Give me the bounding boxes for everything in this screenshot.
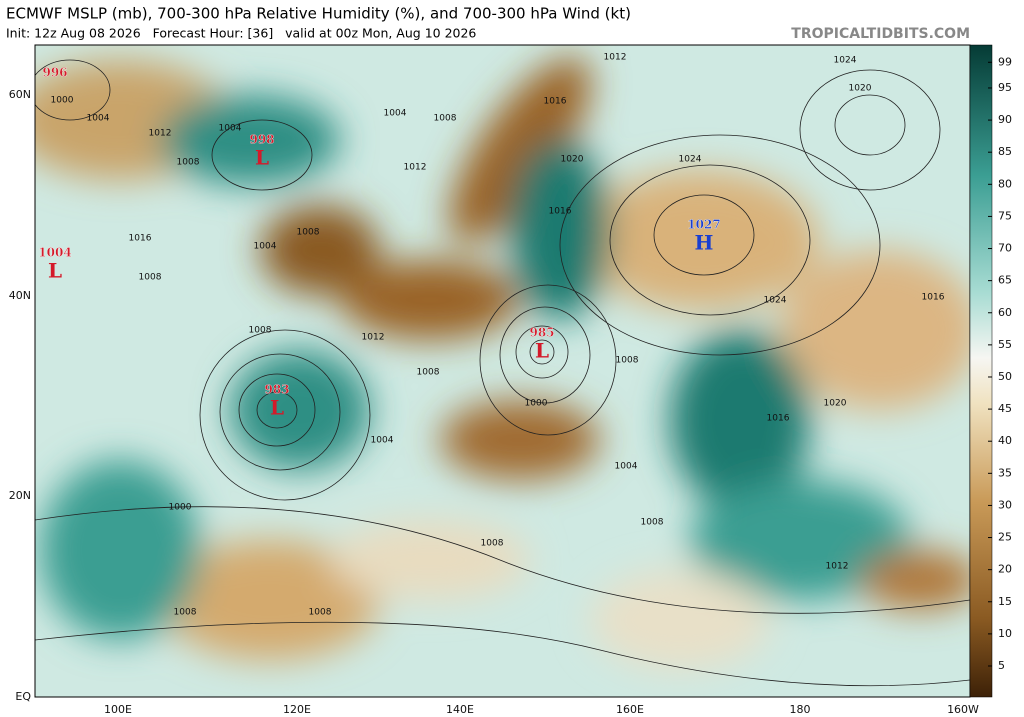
isobar-label: 1012 <box>604 53 627 63</box>
isobar-label: 1008 <box>641 518 664 528</box>
colorbar-label: 99 <box>998 55 1012 68</box>
isobar-label: 1000 <box>51 96 74 106</box>
isobar-label: 1000 <box>525 399 548 409</box>
lon-label: 120E <box>283 703 311 716</box>
colorbar-label: 65 <box>998 274 1012 287</box>
isobar-label: 1016 <box>922 293 945 303</box>
colorbar <box>969 44 993 698</box>
isobar-label: 1016 <box>549 207 572 217</box>
pressure-center-value: 996 <box>42 66 67 80</box>
lat-label: EQ <box>15 690 31 703</box>
colorbar-label: 90 <box>998 113 1012 126</box>
lat-label: 60N <box>9 88 31 101</box>
colorbar-label: 70 <box>998 242 1012 255</box>
isobar-label: 1004 <box>371 436 394 446</box>
isobar-label: 1004 <box>87 114 110 124</box>
colorbar-label: 60 <box>998 306 1012 319</box>
isobar-label: 1012 <box>362 333 385 343</box>
lat-label: 40N <box>9 289 31 302</box>
colorbar-label: 45 <box>998 402 1012 415</box>
title: ECMWF MSLP (mb), 700-300 hPa Relative Hu… <box>6 5 631 23</box>
pressure-center-value: 1004 <box>38 246 71 260</box>
colorbar-label: 35 <box>998 466 1012 479</box>
isobar-label: 1020 <box>849 84 872 94</box>
isobar-label: 1016 <box>544 97 567 107</box>
colorbar-label: 15 <box>998 595 1012 608</box>
colorbar-label: 25 <box>998 531 1012 544</box>
colorbar-label: 30 <box>998 498 1012 511</box>
isobar-label: 1004 <box>219 124 242 134</box>
isobar-label: 1008 <box>249 326 272 336</box>
lon-label: 160E <box>616 703 644 716</box>
colorbar-label: 85 <box>998 145 1012 158</box>
pressure-center-value: 985 <box>529 326 554 340</box>
pressure-center-symbol: L <box>270 396 284 420</box>
isobar-label: 1008 <box>139 273 162 283</box>
colorbar-label: 20 <box>998 563 1012 576</box>
lon-label: 180 <box>790 703 811 716</box>
isobar-label: 1008 <box>434 114 457 124</box>
isobar-label: 1004 <box>254 242 277 252</box>
pressure-center-value: 998 <box>249 133 274 147</box>
isobar-label: 1008 <box>616 356 639 366</box>
pressure-center-symbol: L <box>255 146 269 170</box>
isobar-label: 1020 <box>561 155 584 165</box>
pressure-center-value: 983 <box>264 383 289 397</box>
isobar-label: 1016 <box>767 414 790 424</box>
lat-label: 20N <box>9 489 31 502</box>
lon-label: 140E <box>446 703 474 716</box>
colorbar-label: 95 <box>998 81 1012 94</box>
isobar-label: 1012 <box>404 163 427 173</box>
colorbar-label: 80 <box>998 177 1012 190</box>
isobar-label: 1024 <box>764 296 787 306</box>
colorbar-label: 50 <box>998 370 1012 383</box>
pressure-center-value: 1027 <box>687 218 720 232</box>
pressure-center-symbol: L <box>535 339 549 363</box>
isobar-label: 1012 <box>149 129 172 139</box>
isobar-label: 1004 <box>615 462 638 472</box>
isobar-label: 1000 <box>169 503 192 513</box>
subtitle: Init: 12z Aug 08 2026 Forecast Hour: [36… <box>6 26 476 41</box>
lon-label: 160W <box>947 703 979 716</box>
colorbar-label: 75 <box>998 209 1012 222</box>
isobar-label: 1020 <box>824 399 847 409</box>
pressure-center-symbol: L <box>48 259 62 283</box>
colorbar-label: 10 <box>998 627 1012 640</box>
isobar-label: 1008 <box>481 539 504 549</box>
isobar-label: 1016 <box>129 234 152 244</box>
isobar-label: 1012 <box>826 562 849 572</box>
isobar-label: 1008 <box>297 228 320 238</box>
credit: TROPICALTIDBITS.COM <box>791 26 970 42</box>
isobar-label: 1008 <box>177 158 200 168</box>
isobar-label: 1024 <box>834 56 857 66</box>
colorbar-label: 40 <box>998 434 1012 447</box>
isobar-label: 1008 <box>417 368 440 378</box>
map-area <box>35 45 970 697</box>
lon-label: 100E <box>104 703 132 716</box>
isobar-label: 1008 <box>174 608 197 618</box>
colorbar-label: 5 <box>998 659 1005 672</box>
pressure-center-symbol: H <box>695 231 714 255</box>
isobar-label: 1004 <box>384 109 407 119</box>
isobar-label: 1008 <box>309 608 332 618</box>
isobar-label: 1024 <box>679 155 702 165</box>
colorbar-label: 55 <box>998 338 1012 351</box>
